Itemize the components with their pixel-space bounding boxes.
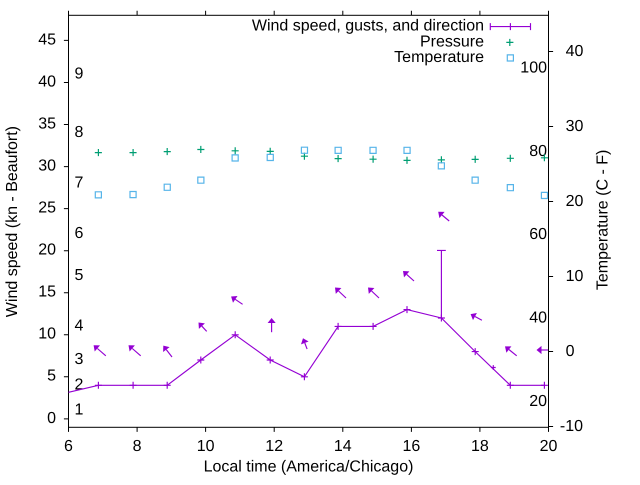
svg-text:Wind speed, gusts, and directi: Wind speed, gusts, and direction [252,18,484,35]
svg-text:6: 6 [64,438,73,455]
svg-text:80: 80 [529,143,547,160]
svg-text:16: 16 [403,438,421,455]
svg-text:Wind speed (kn - Beaufort): Wind speed (kn - Beaufort) [4,126,21,317]
svg-text:12: 12 [265,438,283,455]
svg-text:35: 35 [38,115,56,132]
svg-text:15: 15 [38,284,56,301]
svg-text:-10: -10 [560,418,583,435]
svg-text:30: 30 [566,118,584,135]
svg-text:8: 8 [74,124,83,141]
svg-text:8: 8 [133,438,142,455]
svg-text:10: 10 [566,268,584,285]
svg-text:40: 40 [38,73,56,90]
svg-text:60: 60 [529,226,547,243]
svg-text:1: 1 [74,402,83,419]
svg-text:0: 0 [566,343,575,360]
svg-text:20: 20 [529,393,547,410]
svg-text:10: 10 [38,326,56,343]
svg-text:Local time (America/Chicago): Local time (America/Chicago) [204,458,414,475]
svg-text:Temperature (C - F): Temperature (C - F) [594,150,611,290]
svg-text:10: 10 [197,438,215,455]
svg-text:9: 9 [74,65,83,82]
svg-text:30: 30 [38,158,56,175]
svg-text:5: 5 [74,267,83,284]
svg-text:0: 0 [47,410,56,427]
svg-text:40: 40 [566,43,584,60]
svg-text:4: 4 [74,318,83,335]
svg-text:40: 40 [529,310,547,327]
svg-text:7: 7 [74,175,83,192]
svg-text:25: 25 [38,200,56,217]
svg-text:18: 18 [471,438,489,455]
svg-text:20: 20 [38,242,56,259]
svg-text:Temperature: Temperature [394,49,484,66]
svg-text:20: 20 [566,193,584,210]
svg-text:6: 6 [74,225,83,242]
svg-text:2: 2 [74,377,83,394]
svg-text:3: 3 [74,351,83,368]
svg-text:45: 45 [38,31,56,48]
svg-text:100: 100 [520,60,547,77]
svg-text:20: 20 [540,438,558,455]
svg-text:Pressure: Pressure [420,33,484,50]
svg-text:5: 5 [47,368,56,385]
svg-text:14: 14 [334,438,352,455]
